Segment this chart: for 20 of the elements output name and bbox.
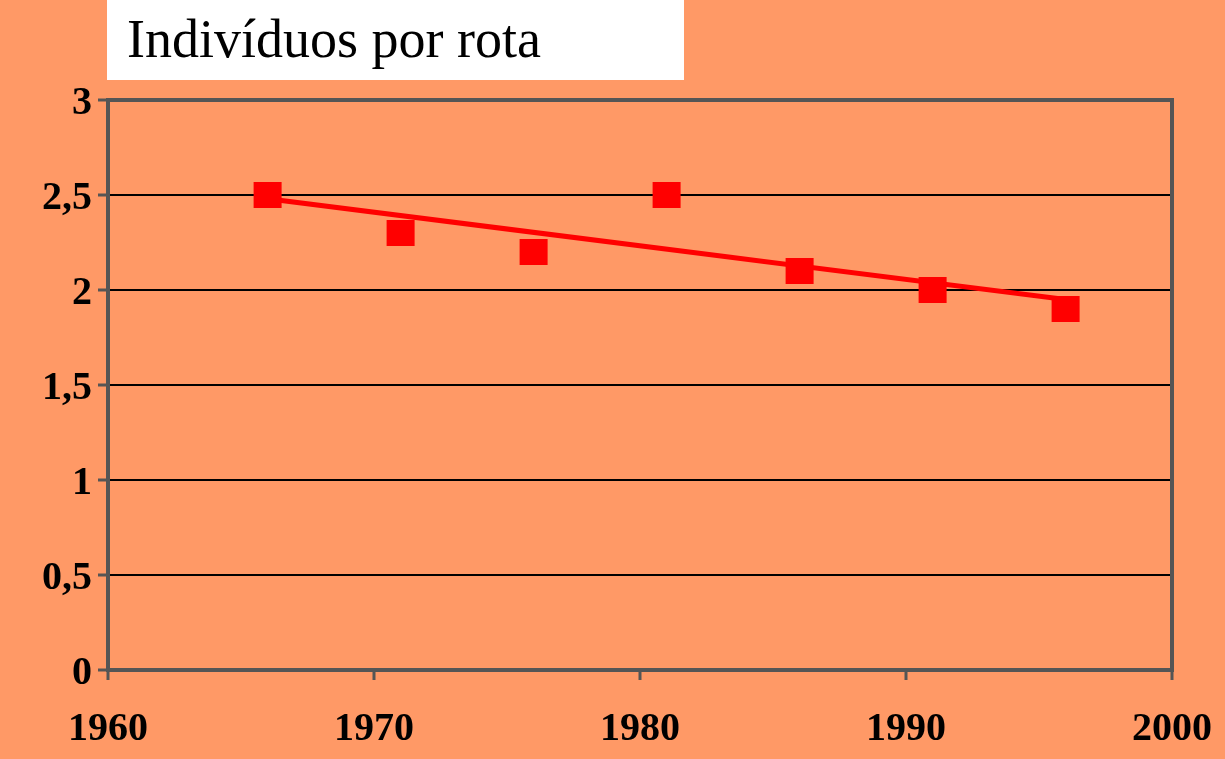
x-tick-label: 1970 [334, 704, 414, 750]
point [652, 182, 681, 208]
point [785, 258, 814, 284]
chart-title: Indivíduos por rota [107, 0, 684, 80]
y-tick-label: 3 [72, 78, 92, 124]
point [386, 220, 415, 246]
point [519, 239, 548, 265]
x-tick-label: 1990 [866, 704, 946, 750]
y-tick-label: 1 [72, 458, 92, 504]
x-tick-label: 1960 [68, 704, 148, 750]
y-tick-label: 0,5 [42, 553, 92, 599]
y-tick-label: 0 [72, 648, 92, 694]
y-tick-label: 2 [72, 268, 92, 314]
y-tick-label: 1,5 [42, 363, 92, 409]
y-tick-label: 2,5 [42, 173, 92, 219]
point [253, 182, 282, 208]
point [1051, 296, 1080, 322]
x-tick-label: 1980 [600, 704, 680, 750]
x-tick-label: 2000 [1132, 704, 1212, 750]
point [918, 277, 947, 303]
